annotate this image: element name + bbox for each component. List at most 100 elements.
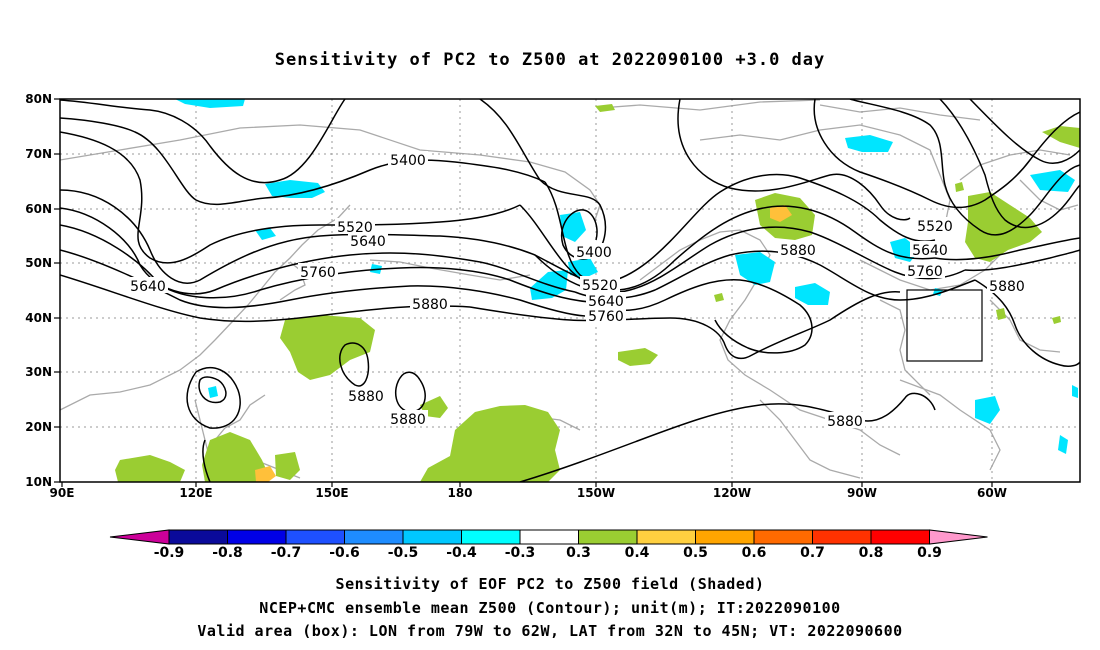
colorbar-label: 0.5 [683,545,708,561]
svg-text:5400: 5400 [390,153,426,169]
colorbar-label: -0.5 [388,545,419,561]
latitude-label: 70N [25,147,52,161]
axis-ticks [54,98,993,487]
negative-shade-region [845,135,893,152]
colorbar-label: 0.4 [625,545,650,561]
positive-shade-region [965,192,1042,262]
longitude-label: 120W [713,486,751,500]
negative-shade-region [1058,435,1068,454]
positive-shade-region [1042,126,1080,148]
contour-label: 5880 [778,241,818,259]
colorbar-swatch [812,529,872,545]
contour-label: 5880 [825,412,865,430]
longitude-label: 60W [977,486,1007,500]
latitude-label: 80N [25,92,52,106]
positive-shade-region [714,293,724,302]
contour-label: 5880 [388,410,428,428]
contour-label: 5640 [348,232,388,250]
latitude-label: 60N [25,202,52,216]
colorbar-label: -0.8 [212,545,243,561]
positive-shade-region [420,405,560,482]
negative-shade-region [265,180,325,198]
contour-label: 5520 [580,276,620,294]
negative-shade-region [175,99,245,108]
svg-text:5880: 5880 [780,243,816,259]
positive-shade-region [280,315,375,380]
contour-label: 5400 [388,151,428,169]
colorbar-swatch [227,529,287,545]
map-area: 5400552056405640576058805880588054005520… [60,99,1080,482]
colorbar-label: 0.3 [566,545,591,561]
contour-label: 5760 [905,262,945,280]
colorbar-label: 0.6 [742,545,767,561]
negative-shade-region [255,228,276,240]
svg-text:5880: 5880 [989,279,1025,295]
caption-contour: NCEP+CMC ensemble mean Z500 (Contour); u… [259,599,841,617]
latitude-label: 10N [25,475,52,489]
colorbar: -0.9 -0.8 -0.7 -0.6 -0.5 -0.4 -0.3 0.3 0.4 0.5 0.6… [109,529,988,561]
colorbar-swatch [344,529,404,545]
positive-shade-region [955,182,964,192]
positive-shade-region [202,432,270,482]
contour-label: 5880 [410,295,450,313]
colorbar-swatch [578,529,638,545]
colorbar-swatch [168,529,228,545]
colorbar-swatch [519,529,579,545]
figure-title: Sensitivity of PC2 to Z500 at 2022090100… [274,50,826,70]
svg-text:5520: 5520 [917,219,953,235]
contour-label: 5760 [586,307,626,325]
contour-label: 5640 [128,277,168,295]
svg-text:5640: 5640 [588,294,624,310]
colorbar-label: -0.9 [154,545,185,561]
negative-shade-region [735,252,775,285]
svg-text:5880: 5880 [827,414,863,430]
svg-text:5640: 5640 [912,243,948,259]
colorbar-low-triangle [109,529,170,545]
colorbar-swatch [285,529,345,545]
svg-text:5640: 5640 [350,234,386,250]
colorbar-label: -0.3 [505,545,536,561]
svg-text:5640: 5640 [130,279,166,295]
colorbar-swatch [461,529,521,545]
svg-text:5760: 5760 [588,309,624,325]
high-shade-region [770,205,792,222]
longitude-label: 150E [315,486,348,500]
contour-labels: 5400552056405640576058805880588054005520… [128,151,1027,430]
contour-label: 5880 [346,387,386,405]
colorbar-high-triangle [929,529,988,545]
positive-shade-region [595,104,615,112]
longitude-label: 180 [447,486,472,500]
svg-text:5760: 5760 [907,264,943,280]
contour-label: 5880 [987,277,1027,295]
svg-text:5760: 5760 [300,265,336,281]
caption-valid-area: Valid area (box): LON from 79W to 62W, L… [197,622,903,640]
negative-shade-region [795,283,830,305]
contour-label: 5520 [915,217,955,235]
positive-shade-region [115,455,185,482]
colorbar-swatch [870,529,930,545]
svg-text:5880: 5880 [412,297,448,313]
positive-shade-region [618,348,658,366]
positive-shade-region [996,308,1006,320]
negative-shade-region [1072,385,1078,398]
contour-label: 5760 [298,263,338,281]
longitude-label: 120E [179,486,212,500]
negative-shade-region [208,386,218,398]
colorbar-swatch [753,529,813,545]
valid-area-box [906,289,983,362]
latitude-label: 40N [25,311,52,325]
colorbar-label: -0.7 [271,545,302,561]
longitude-label: 90W [847,486,877,500]
colorbar-swatch [695,529,755,545]
svg-text:5520: 5520 [582,278,618,294]
map-frame [59,98,1081,483]
longitude-label: 90E [50,486,75,500]
contour-label: 5640 [910,241,950,259]
latitude-labels: 80N 70N 60N 50N 40N 30N 20N 10N [25,92,52,489]
latitude-label: 20N [25,420,52,434]
colorbar-label: -0.4 [446,545,477,561]
latitude-label: 30N [25,365,52,379]
colorbar-label: 0.7 [800,545,825,561]
colorbar-label: -0.6 [329,545,360,561]
